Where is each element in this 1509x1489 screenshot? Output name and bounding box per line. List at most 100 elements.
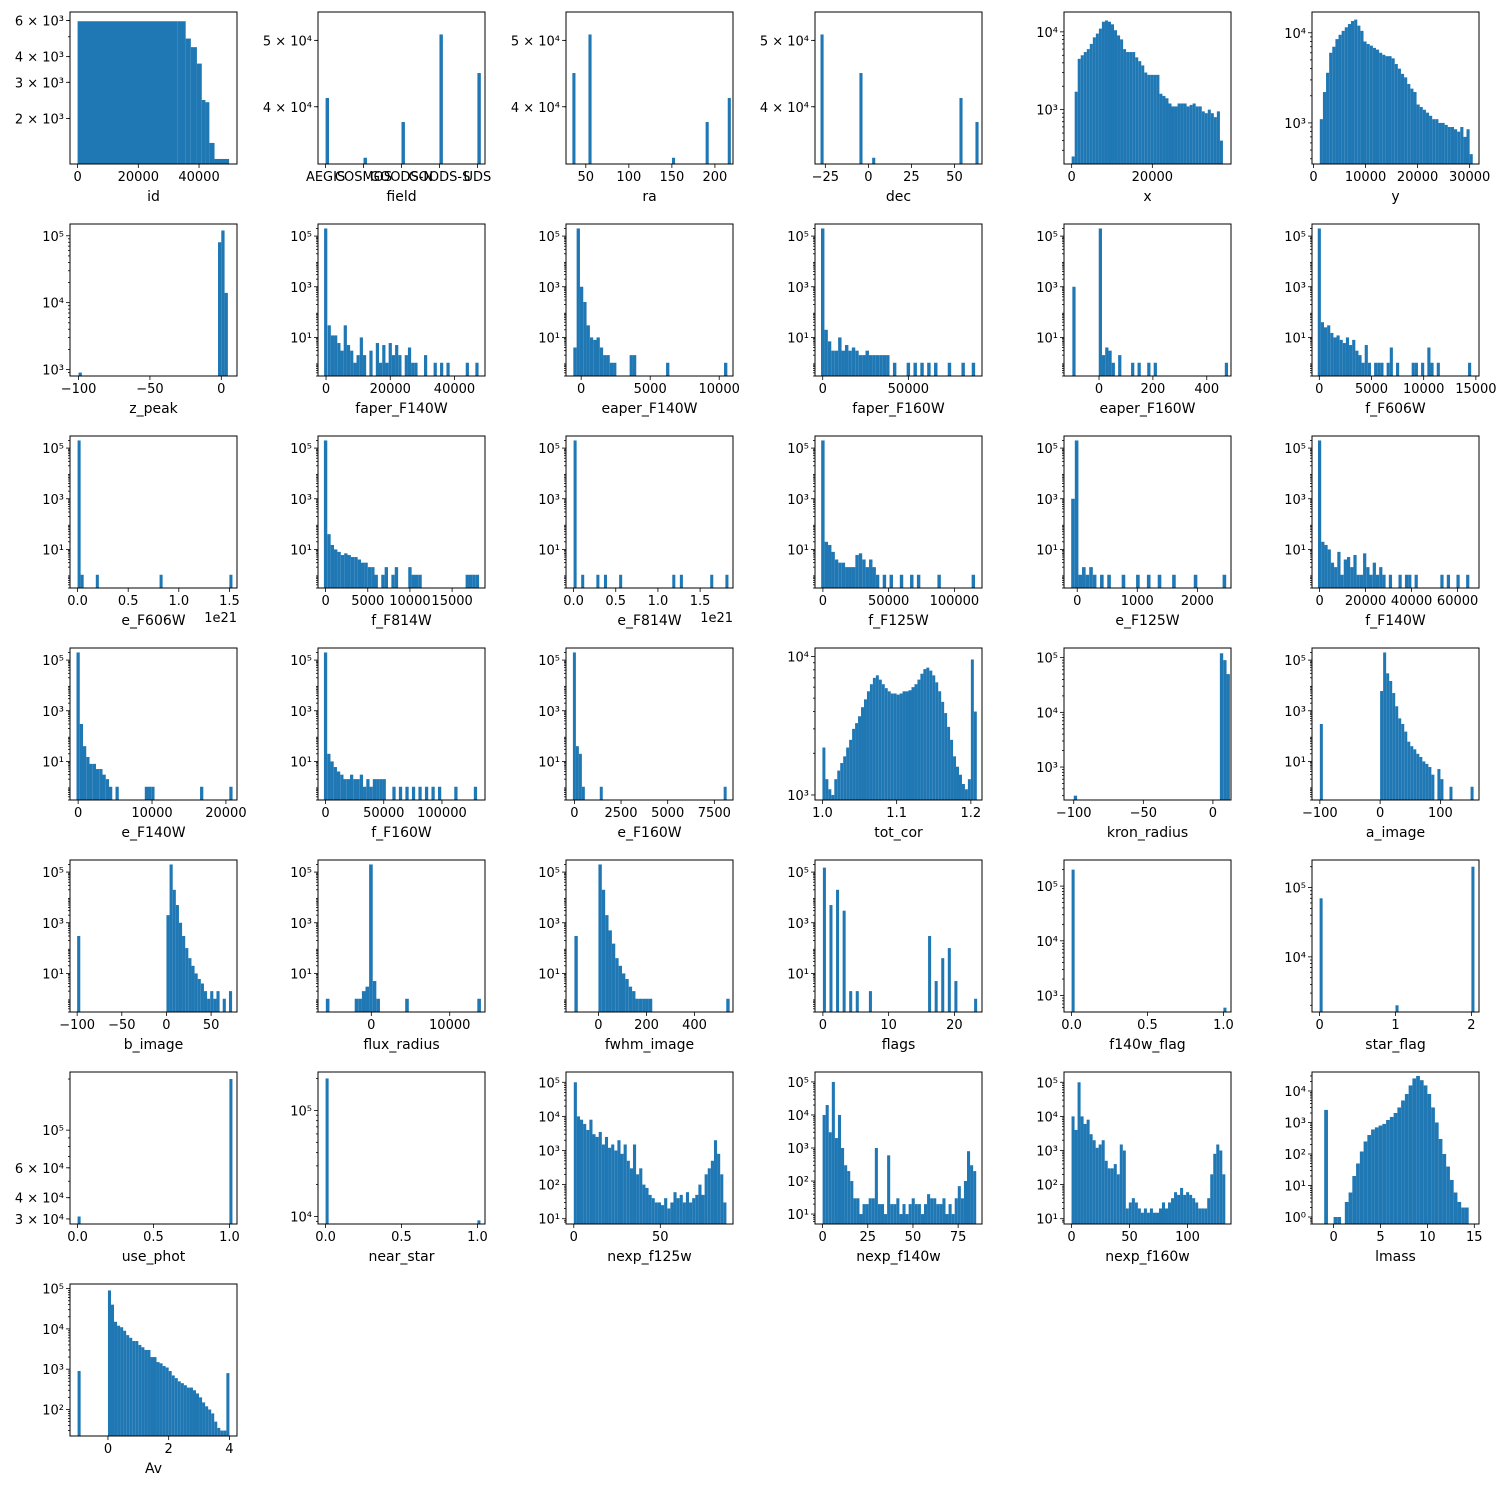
bar-nexp-f140w-4: [834, 1138, 838, 1224]
bar-faper-f140w-29: [446, 362, 450, 376]
bar-x-34: [1174, 106, 1178, 164]
y-tick-label-z-peak-2: 10⁵: [42, 230, 64, 245]
bar-faper-f160w-9: [851, 347, 856, 376]
bar-faper-f160w-7: [844, 345, 849, 376]
bar-eaper-f160w-10: [1153, 362, 1157, 376]
bar-f-f140w-19: [1379, 567, 1383, 588]
bar-nexp-f140w-49: [973, 1171, 977, 1224]
bar-f-f814w-1: [327, 534, 331, 588]
axes-frame-e-f160w: [565, 647, 734, 801]
bar-f-f814w-8: [350, 557, 355, 588]
bar-flux-radius-4: [365, 986, 370, 1012]
bar-a-image-1: [1380, 691, 1384, 800]
bar-faper-f140w-23: [407, 347, 412, 376]
bar-y-13: [1360, 30, 1364, 164]
x-tick-label-use-phot-2: 1.0: [219, 1230, 240, 1245]
x-axis-label-f-f125w: f_F125W: [868, 613, 929, 629]
subplot-flags: 0 10 20 10¹ 10³ 10⁵ flags: [787, 859, 983, 1053]
bar-f-f160w-18: [382, 779, 386, 800]
bar-nexp-f160w-5: [1086, 1119, 1090, 1224]
bar-lmass-24: [1423, 1085, 1428, 1224]
x-tick-label-f-f140w-3: 60000: [1437, 594, 1478, 609]
x-tick-label-b-image-0: −100: [59, 1018, 95, 1033]
x-tick-label-x-0: 0: [1068, 170, 1076, 185]
bar-lmass-21: [1412, 1078, 1417, 1224]
x-tick-label-near-star-0: 0.0: [315, 1230, 336, 1245]
y-tick-label-use-phot-3: 10⁵: [42, 1124, 64, 1139]
x-tick-label-tot-cor-0: 1.0: [812, 806, 833, 821]
x-tick-label-e-f814w-3: 1.5: [690, 594, 711, 609]
subplot-x: 0 20000 10³ 10⁴ x: [1036, 11, 1232, 205]
bar-y-9: [1347, 24, 1352, 164]
y-tick-label-e-f125w-0: 10¹: [1036, 543, 1058, 558]
bar-fwhm-image-11: [632, 991, 636, 1012]
bar-e-f140w-11: [115, 786, 119, 800]
x-axis-label-fwhm-image: fwhm_image: [605, 1037, 694, 1053]
bar-av-18: [159, 1363, 163, 1436]
x-tick-label-eaper-f140w-0: 0: [577, 382, 585, 397]
bar-eaper-f160w-11: [1224, 362, 1229, 376]
bar-nexp-f140w-44: [957, 1186, 961, 1224]
bar-nexp-f160w-6: [1089, 1134, 1093, 1224]
bar-f-f125w-0: [821, 440, 825, 588]
bar-f-f160w-24: [424, 786, 429, 800]
bar-x-39: [1189, 104, 1193, 164]
x-axis-label-near-star: near_star: [369, 1249, 435, 1265]
bar-f-f140w-22: [1398, 574, 1402, 588]
bar-e-f140w-12: [144, 786, 149, 800]
bar-av-26: [183, 1385, 187, 1436]
bar-fwhm-image-9: [625, 979, 629, 1012]
bar-field-1: [363, 157, 367, 164]
bar-nexp-f140w-2: [828, 1132, 832, 1224]
x-tick-label-tot-cor-2: 1.2: [961, 806, 982, 821]
x-tick-label-f-f606w-3: 15000: [1455, 382, 1496, 397]
bar-faper-f140w-17: [385, 362, 389, 376]
bar-y-12: [1357, 25, 1361, 164]
y-tick-label-flux-radius-1: 10³: [290, 917, 312, 932]
bar-nexp-f125w-47: [720, 1174, 724, 1224]
bar-f-f140w-12: [1356, 574, 1360, 588]
bar-av-8: [129, 1337, 133, 1436]
axes-frame-star-flag: [1311, 859, 1480, 1013]
bar-nexp-f140w-36: [933, 1198, 937, 1224]
y-tick-label-e-f814w-2: 10⁵: [538, 442, 560, 457]
x-tick-label-dec-0: −25: [812, 170, 839, 185]
axes-frame-nexp-f160w: [1063, 1071, 1232, 1225]
bar-e-f160w-5: [723, 786, 727, 800]
y-tick-label-f-f606w-2: 10⁵: [1284, 230, 1306, 245]
bar-e-f160w-2: [578, 753, 582, 800]
bar-x-40: [1192, 103, 1196, 164]
bar-b-image-18: [222, 998, 226, 1012]
bar-f-f814w-2: [330, 544, 335, 588]
bar-av-15: [150, 1357, 154, 1436]
x-tick-label-id-1: 20000: [118, 170, 159, 185]
y-tick-label-f-f814w-2: 10⁵: [290, 442, 312, 457]
x-tick-label-e-f814w-2: 1.0: [648, 594, 669, 609]
subplot-f-f814w: 0 5000 10000 15000 10¹ 10³ 10⁵ f_F814W: [290, 435, 486, 629]
bar-f-f606w-29: [1468, 362, 1472, 376]
bar-nexp-f140w-17: [874, 1148, 878, 1224]
bar-f-f606w-11: [1352, 339, 1356, 376]
x-axis-label-field: field: [386, 189, 416, 205]
bar-faper-f160w-27: [961, 362, 965, 376]
bar-tot-cor-4: [834, 779, 838, 800]
bars-tot-cor: [822, 659, 977, 800]
bar-f-f140w-25: [1414, 574, 1418, 588]
bar-f-f140w-4: [1330, 562, 1335, 588]
bar-f-f160w-21: [405, 786, 409, 800]
bar-nexp-f140w-21: [887, 1155, 891, 1224]
bar-f-f606w-22: [1396, 362, 1400, 376]
bar-x-3: [1080, 55, 1084, 164]
bar-f-f606w-24: [1414, 362, 1418, 376]
bar-lmass-5: [1352, 1176, 1357, 1224]
x-tick-label-nexp-f125w-1: 50: [652, 1230, 669, 1245]
y-tick-label-faper-f140w-0: 10¹: [290, 331, 312, 346]
bar-nexp-f125w-13: [614, 1150, 618, 1224]
y-tick-label-y-1: 10⁴: [1284, 27, 1306, 42]
y-tick-label-f140w-flag-1: 10⁴: [1036, 935, 1058, 950]
bars-faper-f160w: [820, 228, 976, 376]
bar-nexp-f125w-42: [704, 1174, 708, 1224]
bar-e-f140w-2: [83, 746, 87, 800]
bars-f-f125w: [821, 440, 976, 588]
bar-nexp-f160w-11: [1104, 1160, 1108, 1224]
